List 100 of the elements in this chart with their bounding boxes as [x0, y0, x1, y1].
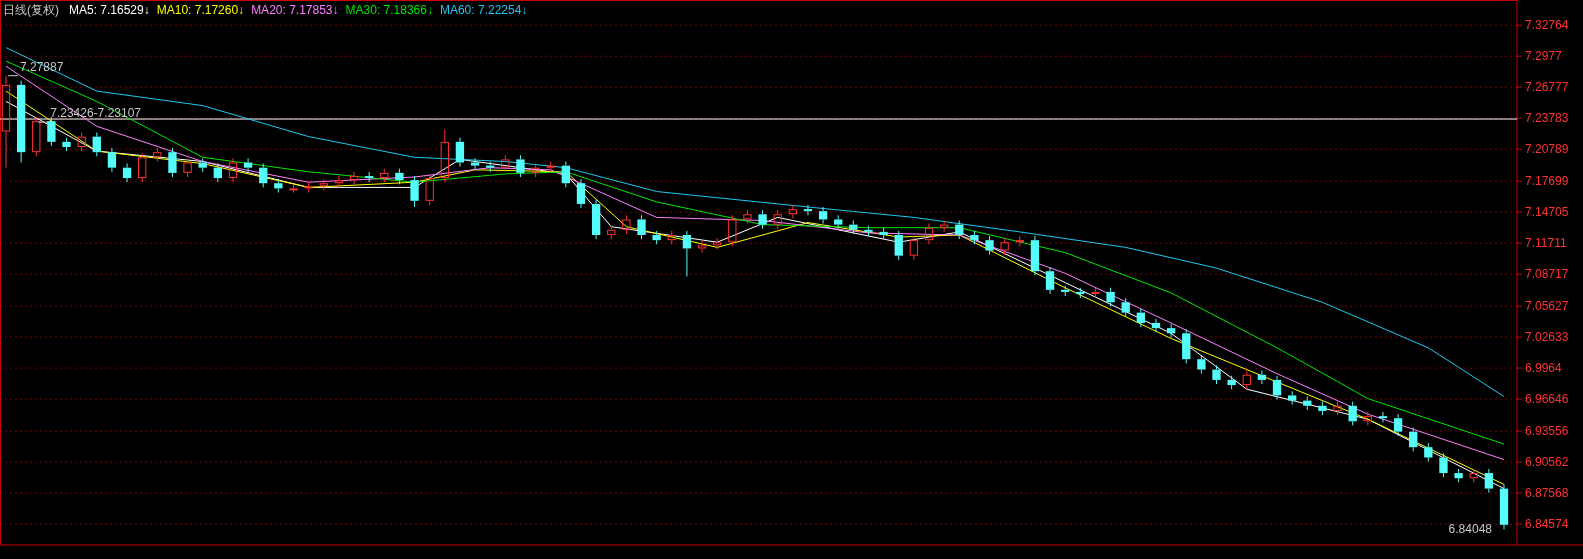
- y-tick-label: 7.2977: [1525, 49, 1563, 64]
- candlestick: [1303, 395, 1312, 411]
- candlestick: [864, 225, 873, 237]
- candlestick: [849, 219, 858, 235]
- candlestick: [1333, 401, 1342, 416]
- y-tick-label: 7.08717: [1525, 267, 1569, 282]
- candlestick: [546, 160, 555, 173]
- candlestick: [561, 160, 571, 188]
- y-tick-label: 6.90562: [1525, 455, 1569, 470]
- candlestick: [455, 137, 465, 168]
- y-tick-label: 7.26777: [1525, 80, 1569, 95]
- candlestick: [1136, 307, 1146, 328]
- candlestick: [274, 178, 283, 194]
- candlestick: [1393, 413, 1403, 437]
- text: MA30: 7.18366↓: [345, 3, 433, 17]
- candlestick: [1454, 468, 1463, 483]
- candlestick: [243, 157, 253, 173]
- candlestick: [622, 214, 631, 235]
- candlestick: [1015, 235, 1024, 247]
- candlestick: [1409, 427, 1418, 452]
- candlestick: [713, 237, 722, 250]
- candlestick: [486, 160, 495, 173]
- y-tick-label: 7.23783: [1525, 111, 1569, 126]
- candlestick: [682, 230, 692, 277]
- candlestick: [531, 163, 540, 178]
- y-tick-label: 7.11711: [1525, 236, 1567, 251]
- text: MA5: 7.16529↓: [69, 3, 150, 17]
- candlestick: [1424, 442, 1433, 463]
- candlestick: [1045, 266, 1055, 295]
- candlestick: [470, 157, 480, 171]
- y-tick-label: 7.32764: [1525, 18, 1569, 33]
- candlestick: [32, 116, 41, 157]
- candlestick: [818, 206, 828, 225]
- candlestick: [1257, 370, 1267, 385]
- candlestick: [1469, 468, 1478, 483]
- candlestick: [395, 168, 404, 185]
- candlestick: [410, 175, 419, 208]
- candlestick: [1272, 375, 1282, 401]
- candlestick: [153, 147, 162, 162]
- candlestick: [1242, 370, 1251, 390]
- candlestick: [334, 175, 344, 188]
- candlestick: [1348, 401, 1357, 426]
- candlestick: [213, 163, 222, 183]
- candlestick: [47, 116, 56, 147]
- candlestick: [1166, 323, 1176, 338]
- candlestick: [788, 204, 797, 219]
- candlestick: [803, 204, 813, 216]
- candlestick: [1363, 411, 1372, 426]
- candlestick: [1030, 235, 1040, 276]
- candlestick: [728, 214, 737, 247]
- candlestick: [1499, 483, 1509, 530]
- candlestick: [667, 230, 676, 245]
- candlestick: [1288, 390, 1297, 406]
- candlestick: [349, 171, 359, 185]
- candlestick: [894, 230, 903, 261]
- candlestick: [16, 80, 26, 164]
- candlestick: [1318, 401, 1327, 416]
- candlestick: [985, 235, 994, 256]
- candlestick: [77, 132, 86, 152]
- candlestick: [259, 163, 268, 188]
- candlestick: [1212, 364, 1221, 385]
- candlestick: [440, 128, 449, 183]
- candlestick: [183, 157, 192, 178]
- candlestick: [1151, 318, 1161, 333]
- y-tick-label: 7.02633: [1525, 330, 1569, 345]
- text: MA60: 7.22254↓: [439, 3, 528, 17]
- candlestick: [652, 230, 661, 245]
- candlestick: [879, 227, 888, 240]
- chart-title: 日线(复权): [3, 3, 59, 17]
- candlestick: [107, 147, 117, 173]
- candlestick: [607, 225, 616, 240]
- candlestick: [743, 209, 752, 225]
- candlestick: [168, 147, 177, 178]
- candlestick: [62, 137, 71, 152]
- candlestick: [1091, 287, 1100, 299]
- candlestick: [364, 171, 374, 183]
- candlestick: [1000, 237, 1009, 256]
- candlestick: [773, 209, 782, 230]
- y-tick-label: 6.96646: [1525, 392, 1569, 407]
- candlestick: [319, 178, 328, 191]
- candlestick: [909, 235, 919, 261]
- y-tick-label: 6.87568: [1525, 486, 1569, 501]
- candlestick: [1227, 375, 1236, 390]
- candlestick: [501, 154, 510, 173]
- y-tick-label: 6.93556: [1525, 424, 1569, 439]
- candlestick: [697, 240, 707, 254]
- candlestick: [304, 181, 313, 194]
- y-tick-label: 7.17699: [1525, 174, 1569, 189]
- candlestick: [1439, 452, 1448, 478]
- candlestick: [637, 214, 646, 240]
- candlestick: [138, 152, 147, 183]
- candlestick: [1121, 297, 1130, 318]
- candlestick: [924, 223, 934, 245]
- candlestick: [1378, 411, 1388, 423]
- candlestick: [758, 209, 767, 230]
- candlestick: [380, 168, 389, 183]
- candlestick: [1, 75, 11, 169]
- candlestick: [1076, 287, 1085, 299]
- candlestick: [970, 230, 979, 245]
- candlestick: [1197, 354, 1206, 375]
